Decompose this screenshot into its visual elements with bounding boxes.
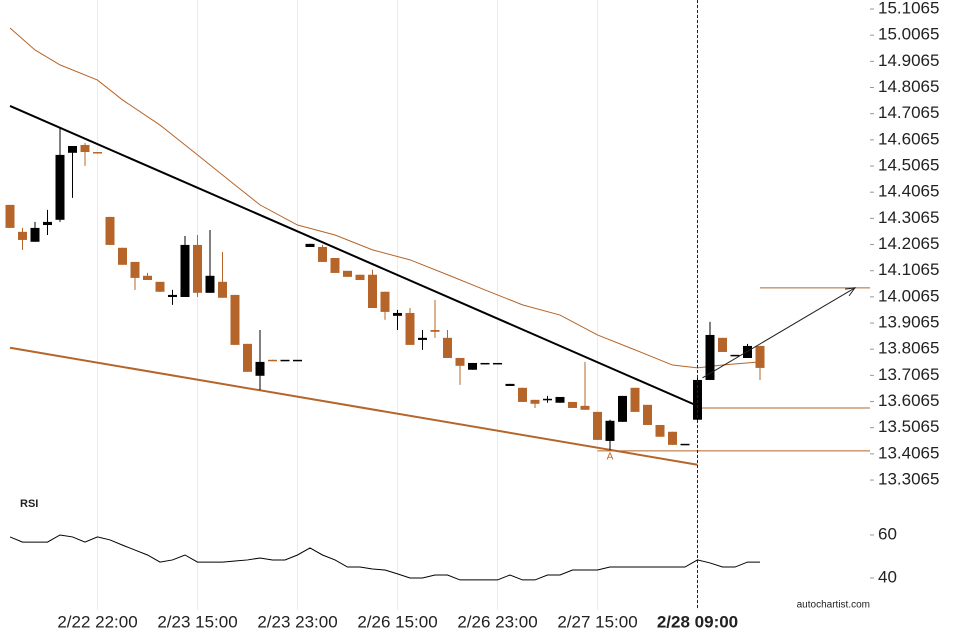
candle-body	[505, 383, 515, 386]
y-tick-label: 15.1065	[878, 0, 939, 17]
candle-body	[443, 337, 452, 358]
y-tick-label: 14.9065	[878, 51, 939, 70]
candle-body	[55, 154, 65, 220]
candle-body	[205, 275, 215, 293]
candle-body	[118, 247, 127, 265]
candle-body	[280, 359, 290, 362]
x-tick-label: 2/22 22:00	[57, 612, 137, 631]
y-tick-label: 14.2065	[878, 234, 939, 253]
candle-body	[580, 405, 590, 410]
y-tick-label: 13.7065	[878, 365, 939, 384]
trendline	[9, 346, 698, 466]
candle-body	[518, 387, 527, 402]
rsi-line	[9, 534, 760, 581]
y-tick-label: 14.6065	[878, 129, 939, 148]
candle-body	[618, 395, 627, 422]
candle-body	[393, 312, 402, 316]
footer: autochartist.com	[797, 600, 870, 611]
candle-body	[305, 243, 315, 248]
candle-body	[530, 399, 540, 404]
y-tick-label: 14.5065	[878, 156, 939, 175]
candle-body	[693, 379, 702, 420]
y-tick-label: 13.4065	[878, 443, 939, 462]
y-tick-label: 14.4065	[878, 182, 939, 201]
candle-body	[68, 146, 77, 153]
y-tick-label: 13.8065	[878, 339, 939, 358]
candle-body	[730, 354, 740, 357]
rsi-title: RSI	[20, 498, 38, 510]
y-tick-label: 14.1065	[878, 260, 939, 279]
y-tick-label: 40	[878, 567, 897, 586]
candle-body	[630, 387, 640, 412]
candle-body	[43, 221, 52, 226]
candle-body	[318, 247, 327, 262]
y-tick-label: 13.9065	[878, 313, 939, 332]
candle-body	[680, 443, 690, 446]
candle-body	[568, 401, 577, 408]
candle-body	[643, 404, 652, 425]
candle-body	[543, 398, 552, 401]
candle-body	[755, 345, 765, 368]
arrow-head	[845, 287, 857, 297]
y-tick-label: 60	[878, 524, 897, 543]
candle-body	[455, 357, 465, 366]
candle-body	[430, 329, 440, 332]
candle-body	[218, 281, 227, 298]
trendline	[9, 105, 698, 407]
candle-body	[480, 362, 490, 365]
candle-body	[380, 291, 390, 312]
candle-body	[555, 396, 565, 403]
candle-body	[655, 424, 665, 437]
candle-body	[418, 337, 427, 340]
x-tick-label: 2/27 15:00	[557, 612, 637, 631]
candle-body	[243, 343, 252, 372]
candle-body	[718, 337, 727, 352]
x-tick-label: 2/23 23:00	[257, 612, 337, 631]
candle-body	[30, 227, 40, 242]
y-tick-label: 13.5065	[878, 417, 939, 436]
x-tick-label: 2/26 15:00	[357, 612, 437, 631]
candle-body	[605, 420, 615, 441]
candle-body	[330, 258, 340, 273]
x-tick-label: 2/23 15:00	[157, 612, 237, 631]
y-tick-label: 14.7065	[878, 103, 939, 122]
candle-body	[93, 152, 102, 154]
candle-body	[143, 275, 152, 280]
candle-body	[255, 361, 265, 376]
pattern-marker: A	[607, 452, 614, 463]
candle-body	[80, 144, 90, 153]
candle-body	[743, 345, 752, 358]
candle-body	[168, 294, 177, 297]
y-tick-label: 14.0065	[878, 286, 939, 305]
candle-body	[593, 411, 602, 440]
y-tick-label: 13.3065	[878, 470, 939, 489]
x-tick-label: 2/28 09:00	[657, 612, 738, 631]
candle-body	[5, 204, 15, 228]
candle-body	[155, 281, 165, 292]
candle-body	[405, 312, 415, 345]
forecast-arrow	[702, 287, 856, 379]
candle-body	[343, 270, 352, 277]
candle-body	[180, 244, 190, 297]
candle-body	[18, 231, 27, 240]
candle-body	[230, 294, 240, 345]
candle-body	[368, 274, 377, 308]
candle-body	[293, 359, 302, 362]
candle-body	[668, 431, 677, 445]
y-tick-label: 15.0065	[878, 25, 939, 44]
candle-body	[268, 359, 277, 362]
candle-body	[105, 216, 115, 245]
candle-body	[493, 362, 502, 365]
candle-body	[355, 274, 365, 280]
x-tick-label: 2/26 23:00	[457, 612, 537, 631]
y-tick-label: 14.8065	[878, 77, 939, 96]
moving-average	[9, 27, 761, 369]
candle-body	[468, 362, 477, 370]
candle-body	[130, 261, 140, 278]
y-tick-label: 13.6065	[878, 391, 939, 410]
candle-body	[193, 244, 202, 293]
candle-body	[705, 334, 715, 380]
y-tick-label: 14.3065	[878, 208, 939, 227]
